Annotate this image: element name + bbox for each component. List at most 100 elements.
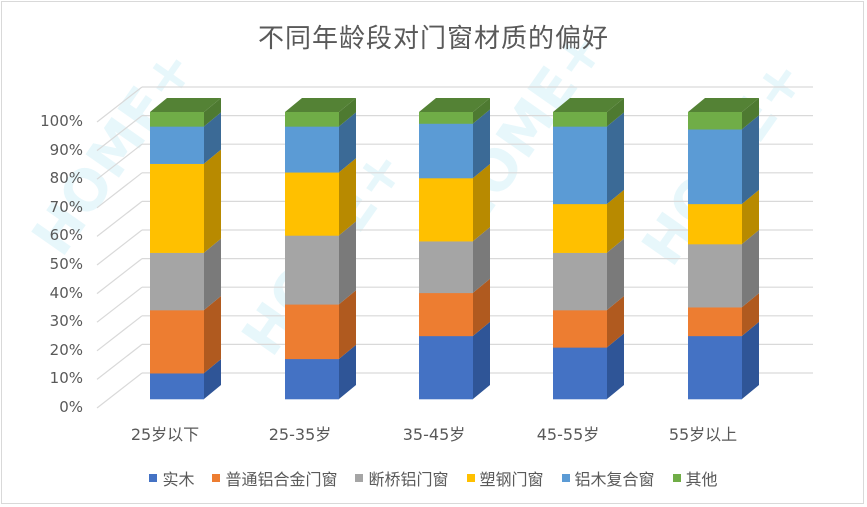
bar-segment-side bbox=[339, 290, 356, 359]
x-tick-label: 55岁以上 bbox=[668, 425, 738, 444]
legend-swatch-icon bbox=[355, 474, 364, 482]
bar-segment bbox=[150, 126, 204, 164]
gridline-diagonal bbox=[96, 143, 143, 180]
bar-segment-side bbox=[204, 112, 221, 164]
y-tick-label: 60% bbox=[49, 226, 83, 245]
legend-item: 铝木复合窗 bbox=[561, 466, 655, 490]
bar-segment bbox=[150, 373, 204, 400]
bar-segment bbox=[553, 347, 607, 400]
bar-segment bbox=[419, 335, 473, 400]
x-tick-label: 25-35岁 bbox=[268, 425, 332, 444]
bar-segment-side bbox=[607, 333, 624, 399]
bar-segment bbox=[553, 203, 607, 253]
bar-segment bbox=[688, 244, 742, 308]
bar-segment-side bbox=[473, 227, 490, 293]
gridline-diagonal bbox=[96, 172, 143, 209]
gridline-diagonal bbox=[96, 200, 143, 237]
bar-segment-side bbox=[742, 189, 759, 245]
y-tick-label: 80% bbox=[49, 169, 83, 188]
bar-segment-side bbox=[473, 164, 490, 242]
bar-segment bbox=[688, 335, 742, 400]
x-tick-label: 35-45岁 bbox=[402, 425, 466, 444]
bar-segment bbox=[419, 292, 473, 337]
x-tick-label: 25岁以下 bbox=[130, 425, 200, 444]
bar-segment bbox=[688, 307, 742, 337]
bar-segment bbox=[150, 252, 204, 311]
legend-item: 其他 bbox=[672, 466, 718, 490]
bar-segment-side bbox=[339, 158, 356, 236]
bar-top-face bbox=[285, 98, 356, 112]
legend: 实木 普通铝合金门窗 断桥铝门窗 塑钢门窗 铝木复合窗 其他 bbox=[0, 466, 867, 490]
legend-item: 塑钢门窗 bbox=[466, 466, 544, 490]
bar-segment-side bbox=[473, 278, 490, 336]
bar-segment bbox=[285, 235, 339, 305]
bar-segment-side bbox=[473, 109, 490, 179]
bar-segment bbox=[419, 241, 473, 294]
y-tick-label: 40% bbox=[49, 283, 83, 302]
bar-segment-side bbox=[473, 98, 490, 124]
y-tick-label: 100% bbox=[40, 112, 83, 130]
bar-segment-side bbox=[204, 98, 221, 127]
legend-item: 普通铝合金门窗 bbox=[212, 466, 337, 490]
bar-segment bbox=[285, 112, 339, 127]
y-tick-label: 70% bbox=[49, 197, 83, 216]
gridline-diagonal bbox=[96, 115, 143, 152]
bar-segment-side bbox=[339, 221, 356, 305]
legend-item: 实木 bbox=[149, 466, 194, 490]
bar-segment-side bbox=[473, 321, 490, 399]
bar-segment bbox=[419, 178, 473, 242]
bar-segment bbox=[688, 129, 742, 205]
bar-segment bbox=[419, 123, 473, 179]
legend-swatch-icon bbox=[212, 474, 221, 482]
bar-segment-side bbox=[742, 230, 759, 308]
bar-top-face bbox=[688, 98, 759, 112]
legend-label: 铝木复合窗 bbox=[574, 470, 655, 489]
legend-label: 普通铝合金门窗 bbox=[225, 470, 338, 489]
bar-segment-side bbox=[204, 149, 221, 253]
bar-segment bbox=[285, 304, 339, 360]
bar-segment-side bbox=[339, 344, 356, 399]
legend-swatch-icon bbox=[672, 474, 681, 482]
bar-segment bbox=[688, 203, 742, 245]
bar-segment bbox=[553, 112, 607, 127]
bar-segment bbox=[419, 112, 473, 124]
bar-segment bbox=[688, 112, 742, 130]
bar-segment bbox=[150, 163, 204, 253]
y-tick-label: 0% bbox=[59, 398, 83, 416]
legend-label: 实木 bbox=[162, 470, 195, 489]
bar-segment bbox=[285, 172, 339, 236]
bar-segment-side bbox=[339, 112, 356, 173]
bar-segment-side bbox=[742, 321, 759, 399]
y-tick-label: 20% bbox=[49, 340, 83, 359]
bar-segment-side bbox=[204, 238, 221, 311]
y-tick-label: 50% bbox=[49, 255, 83, 273]
bar-top-face bbox=[419, 98, 490, 112]
legend-swatch-icon bbox=[149, 474, 158, 482]
bar-segment-side bbox=[339, 98, 356, 127]
y-tick-label: 10% bbox=[49, 369, 83, 388]
bar-segment-side bbox=[607, 296, 624, 348]
gridline-diagonal bbox=[96, 258, 143, 295]
bar-top-face bbox=[553, 98, 624, 112]
bar-segment-side bbox=[742, 293, 759, 336]
y-tick-label: 30% bbox=[49, 312, 83, 331]
legend-swatch-icon bbox=[466, 474, 475, 482]
bar-segment bbox=[553, 252, 607, 311]
chart-title: 不同年龄段对门窗材质的偏好 bbox=[257, 24, 609, 54]
legend-label: 断桥铝门窗 bbox=[368, 470, 449, 489]
bar-segment-side bbox=[607, 189, 624, 253]
bar-segment-side bbox=[742, 115, 759, 204]
bar-segment-side bbox=[607, 98, 624, 127]
bar-segment bbox=[150, 310, 204, 374]
legend-label: 塑钢门窗 bbox=[479, 470, 544, 489]
gridline-diagonal bbox=[96, 315, 143, 352]
bar-segment bbox=[150, 112, 204, 127]
gridline-diagonal bbox=[96, 372, 143, 409]
gridline-diagonal bbox=[96, 86, 143, 123]
bar-segment-side bbox=[607, 112, 624, 204]
bar-segment bbox=[285, 358, 339, 400]
x-tick-label: 45-55岁 bbox=[536, 425, 600, 444]
legend-item: 断桥铝门窗 bbox=[355, 466, 449, 490]
gridline-diagonal bbox=[96, 343, 143, 380]
